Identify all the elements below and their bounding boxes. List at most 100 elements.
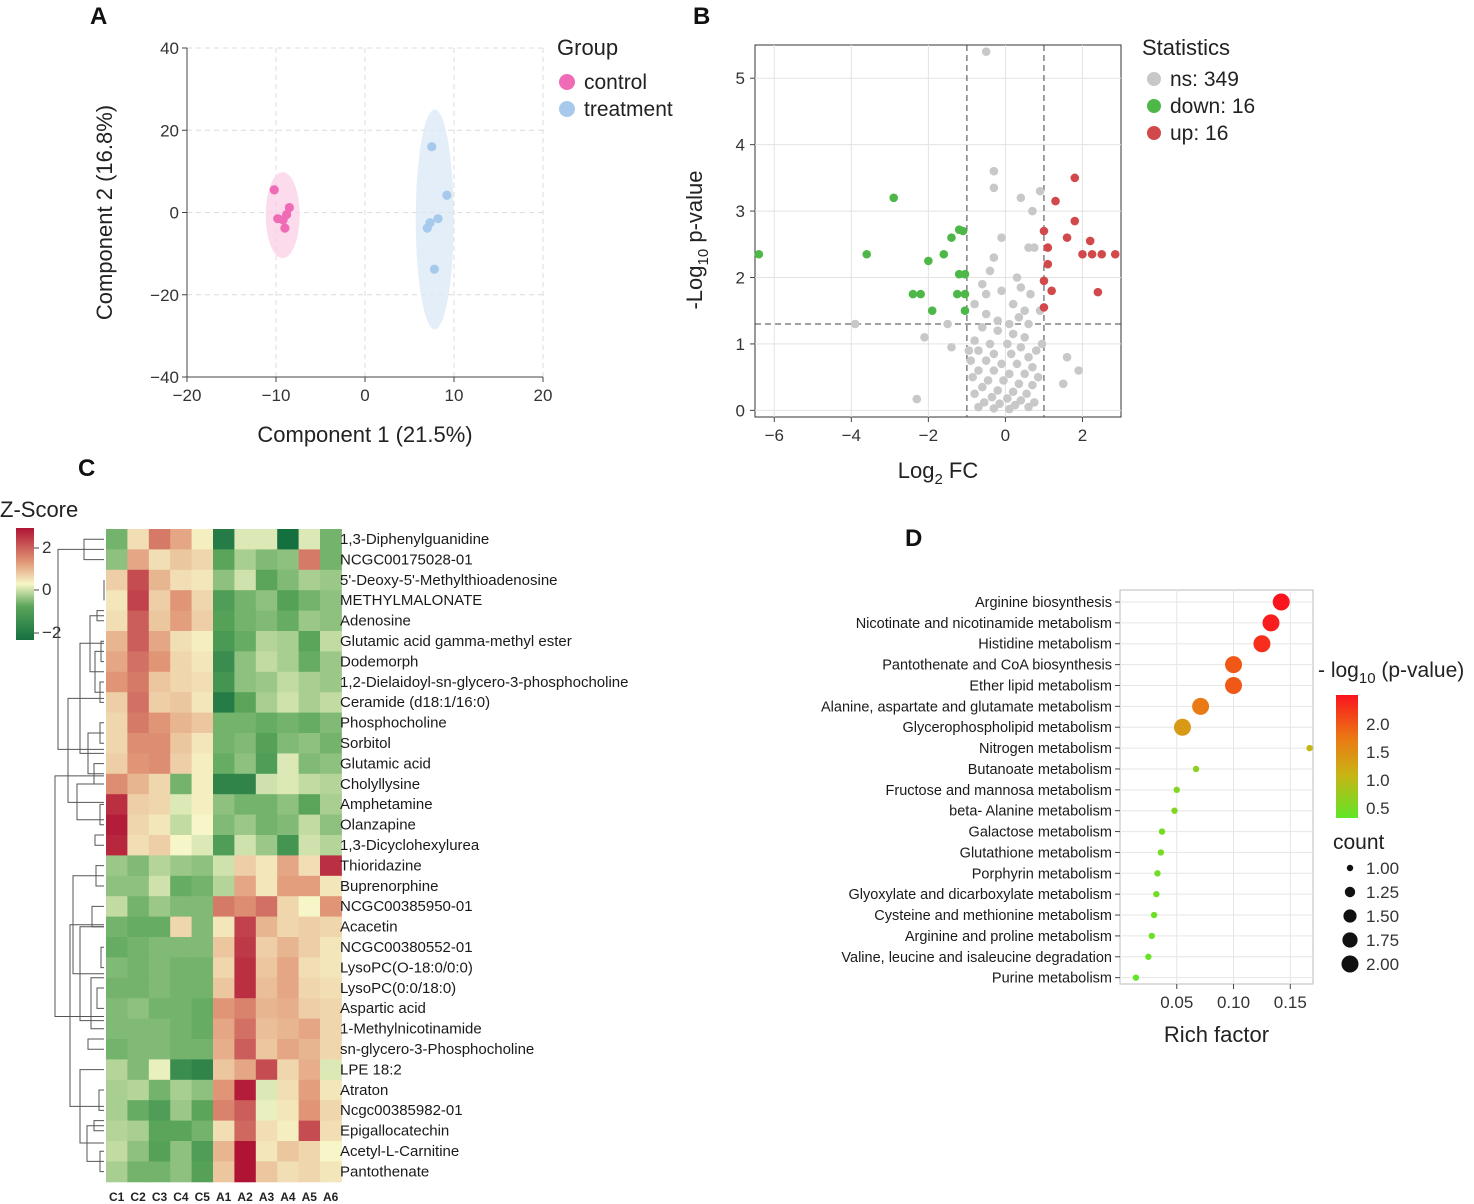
heatmap-cell xyxy=(191,1079,214,1101)
heatmap-cell xyxy=(170,1018,193,1040)
heatmap-cell xyxy=(255,937,278,958)
heatmap-cell xyxy=(298,1120,321,1142)
data-point-ns xyxy=(1020,306,1029,316)
heatmap-cell xyxy=(170,590,193,612)
heatmap-cell xyxy=(277,875,300,897)
data-point-down xyxy=(889,193,898,203)
heatmap-cell xyxy=(234,896,257,918)
data-point-ns xyxy=(1062,352,1072,362)
heatmap-cell xyxy=(320,855,342,877)
data-point-ns xyxy=(1003,394,1012,403)
heatmap-cell xyxy=(148,529,171,550)
legend-marker-control xyxy=(559,74,575,90)
data-point-up xyxy=(1093,287,1103,297)
data-point-ns xyxy=(1003,339,1012,349)
heatmap-cell xyxy=(298,651,321,673)
heatmap-cell xyxy=(191,549,214,571)
heatmap-cell xyxy=(213,753,235,775)
pathway-label: Purine metabolism xyxy=(992,971,1112,987)
data-point-down xyxy=(958,226,968,236)
heatmap-row-label: 5'-Deoxy-5'-Methylthioadenosine xyxy=(340,572,558,589)
heatmap-cell xyxy=(320,998,342,1020)
heatmap-cell xyxy=(191,631,214,652)
heatmap-cell xyxy=(255,1141,278,1162)
pathway-point xyxy=(1157,849,1165,856)
panel-c-heatmap: C 1,3-Diphenylguanidine NCGC00175028-01 5'-… xyxy=(0,455,629,1204)
x-axis-title: Component 1 (21.5%) xyxy=(257,422,472,447)
size-legend-marker xyxy=(1341,955,1359,973)
x-axis-title: Rich factor xyxy=(1164,1022,1269,1047)
data-point-ns xyxy=(1008,387,1018,397)
data-point-ns xyxy=(1058,379,1068,389)
heatmap-cell xyxy=(148,916,171,938)
heatmap-cell xyxy=(127,590,150,612)
dendrogram-branch xyxy=(91,905,104,928)
heatmap-cell xyxy=(213,1079,235,1101)
heatmap-cell xyxy=(127,692,150,714)
heatmap-column-label: A4 xyxy=(280,1190,296,1204)
heatmap-cell xyxy=(298,794,321,816)
heatmap-cell xyxy=(127,937,150,958)
heatmap-cell xyxy=(106,916,128,938)
heatmap-cell xyxy=(277,569,300,591)
heatmap-cell xyxy=(148,1100,171,1122)
heatmap-cell xyxy=(298,835,321,856)
heatmap-cell xyxy=(170,651,193,673)
data-point-ns xyxy=(989,349,999,359)
heatmap-cell xyxy=(191,977,214,999)
heatmap-row-label: Acacetin xyxy=(340,919,398,936)
heatmap-cell xyxy=(213,916,235,938)
data-point-ns xyxy=(970,389,979,399)
heatmap-cell xyxy=(106,794,128,816)
heatmap-cell xyxy=(191,671,214,693)
legend-marker-down xyxy=(1147,99,1161,113)
x-tick-label: −10 xyxy=(262,386,291,405)
heatmap-cell xyxy=(170,977,193,999)
data-point-ns xyxy=(993,316,1003,325)
heatmap-row-label: METHYLMALONATE xyxy=(340,592,482,609)
heatmap-cell xyxy=(298,814,321,836)
x-tick-label: 20 xyxy=(534,386,553,405)
data-point-ns xyxy=(1020,369,1029,379)
heatmap-cell xyxy=(255,569,278,591)
heatmap-cell xyxy=(255,671,278,693)
heatmap-cell xyxy=(148,753,171,775)
heatmap-cell xyxy=(191,1018,214,1040)
heatmap-cell xyxy=(234,610,257,632)
data-point-ns xyxy=(1020,332,1029,342)
heatmap-cell xyxy=(277,977,300,999)
data-point-ns xyxy=(1037,339,1047,349)
heatmap-cell xyxy=(170,1161,193,1183)
heatmap-cell xyxy=(234,590,257,612)
heatmap-cell xyxy=(106,1100,128,1122)
heatmap-cell xyxy=(170,529,193,550)
pathway-point xyxy=(1192,765,1200,773)
data-point-ns xyxy=(1024,319,1033,329)
heatmap-cell xyxy=(277,835,300,856)
heatmap-column-label: C3 xyxy=(152,1190,168,1204)
pathway-label: Cysteine and methionine metabolism xyxy=(874,908,1112,924)
heatmap-cell xyxy=(277,753,300,775)
data-point-ns xyxy=(850,319,860,329)
heatmap-cell xyxy=(191,998,214,1020)
heatmap-cell xyxy=(277,1120,300,1142)
heatmap-cell xyxy=(191,753,214,775)
heatmap-cell xyxy=(320,875,342,897)
pathway-point xyxy=(1132,974,1140,981)
heatmap-cell xyxy=(170,957,193,979)
heatmap-cell xyxy=(320,671,342,693)
heatmap-cell xyxy=(255,733,278,754)
heatmap-cell xyxy=(320,733,342,754)
heatmap-cell xyxy=(127,1039,150,1060)
data-point-down xyxy=(754,249,764,259)
data-point-ns xyxy=(1016,283,1026,292)
heatmap-cell xyxy=(298,957,321,979)
data-point-up xyxy=(1043,243,1053,252)
heatmap-row-label: Glutamic acid gamma-methyl ester xyxy=(340,633,572,650)
heatmap-cell xyxy=(320,610,342,632)
heatmap-cell xyxy=(320,814,342,836)
size-legend-label: 1.75 xyxy=(1366,931,1399,950)
heatmap-cell xyxy=(298,671,321,693)
